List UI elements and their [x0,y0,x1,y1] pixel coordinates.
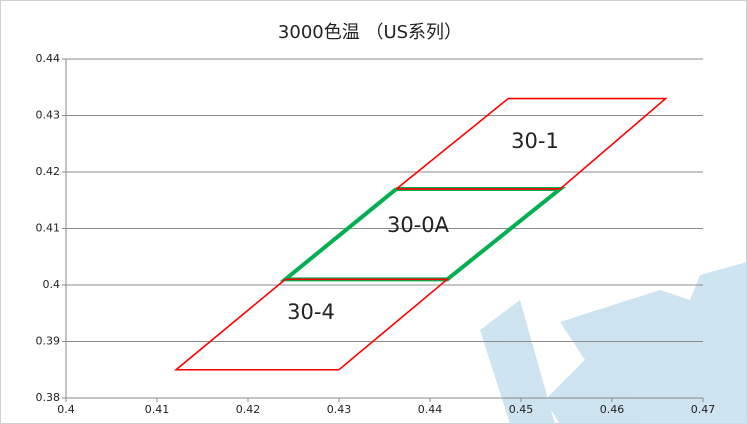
x-tick-label: 0.4 [57,403,75,416]
y-tick-label: 0.42 [36,165,61,178]
x-tick-label: 0.41 [145,403,170,416]
plot-area: 0.38 0.39 0.4 0.41 0.42 0.43 0.44 0.4 0.41 0.42 0.… [36,52,716,416]
chart-title: 3000色温 （US系列） [278,22,462,43]
x-tick-label: 0.42 [236,403,261,416]
watermark-stripe [480,300,555,424]
y-tick-label: 0.4 [43,278,61,291]
series-label: 30-0A [387,213,450,237]
series-label: 30-4 [287,300,335,324]
y-tick-label: 0.44 [36,52,61,65]
series-label: 30-1 [511,129,559,153]
y-tick-label: 0.38 [36,391,61,404]
series-line [395,97,668,190]
series-line [173,278,450,371]
watermark [480,262,747,424]
y-tick-label: 0.39 [36,335,61,348]
x-tick-label: 0.46 [600,403,625,416]
x-tick-label: 0.45 [509,403,534,416]
x-tick-label: 0.43 [327,403,352,416]
x-tick-label: 0.44 [418,403,443,416]
x-tick-label: 0.47 [691,403,716,416]
y-tick-label: 0.43 [36,109,61,122]
y-tick-label: 0.41 [36,222,61,235]
watermark-gear [545,262,747,424]
